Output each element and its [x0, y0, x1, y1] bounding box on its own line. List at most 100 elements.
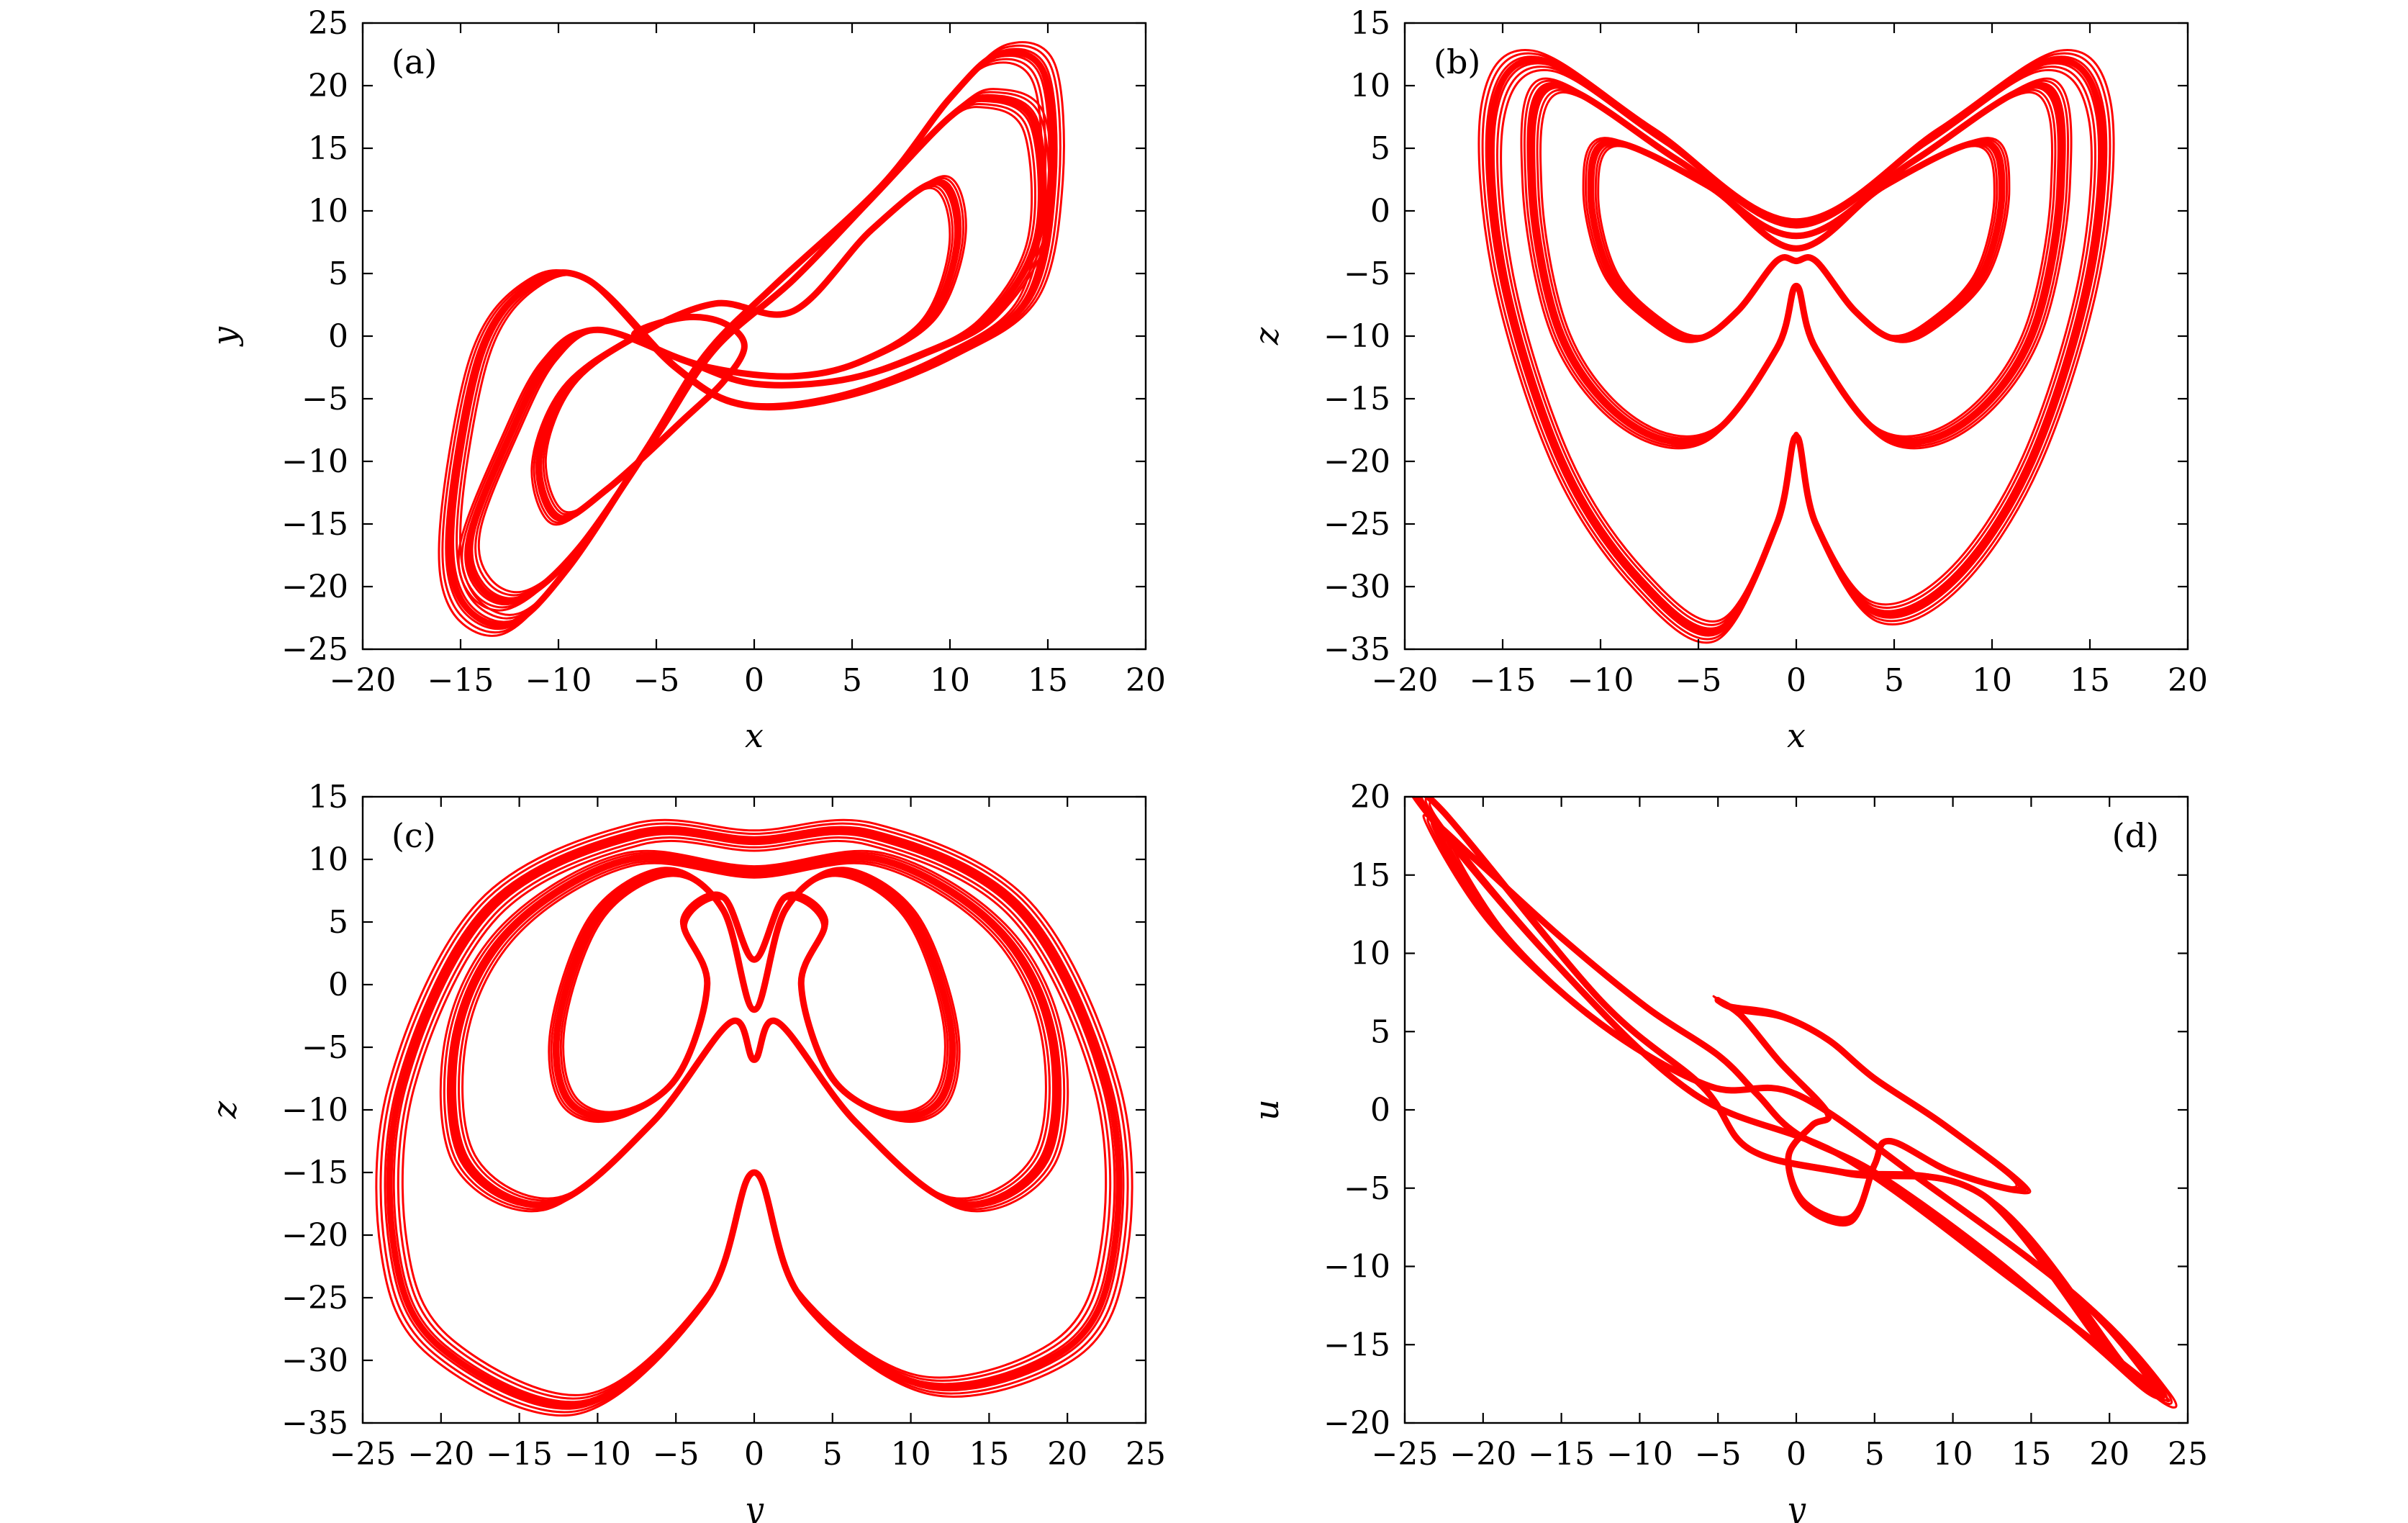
trajectory-series-2: [1500, 68, 2093, 623]
y-tick-label: −25: [281, 631, 348, 668]
trajectory-series-0: [559, 873, 949, 1115]
panel-label: (d): [2112, 816, 2159, 855]
trajectory-series-0: [1712, 995, 2032, 1226]
y-tick-label: −20: [281, 569, 348, 605]
y-tick-label: −15: [281, 1154, 348, 1191]
x-tick-label: 10: [1933, 1436, 1973, 1473]
x-tick-label: 0: [1786, 1436, 1806, 1473]
trajectory-series-0: [1597, 145, 1996, 338]
trajectory-series-2: [1429, 800, 2142, 1381]
trajectory-series-0: [1592, 142, 2001, 340]
trajectory-series-2: [392, 833, 1116, 1404]
y-tick-label: 5: [1370, 130, 1390, 167]
x-tick-label: −5: [633, 662, 680, 699]
y-tick-label: −5: [1344, 1170, 1390, 1207]
y-tick-label: 5: [1370, 1013, 1390, 1050]
x-tick-label: 20: [1047, 1436, 1087, 1473]
trajectory-series-0: [553, 868, 956, 1121]
y-tick-label: 15: [1350, 5, 1390, 42]
trajectory-series-2: [1477, 48, 2115, 644]
panel-c: −25 −20 −15 −10 −5 0 5 10 15 20 25−35−30−25−20−15−…: [205, 779, 1166, 1523]
trajectory-series-0: [535, 178, 962, 522]
x-tick-label: 25: [2168, 1436, 2208, 1473]
x-tick-label: −15: [1528, 1436, 1595, 1473]
x-tick-label: 15: [969, 1436, 1009, 1473]
trajectory-series-0: [552, 869, 956, 1120]
x-tick-label: 15: [2070, 662, 2110, 699]
y-tick-label: −30: [281, 1342, 348, 1379]
y-tick-label: 5: [328, 904, 348, 941]
y-tick-label: 10: [308, 841, 348, 878]
panel-a: −20 −15 −10 −5 0 5 10 15 20−25−20−15−10−50510152…: [205, 5, 1166, 755]
panel-label: (b): [1434, 42, 1480, 81]
trajectory-group: [1477, 48, 2115, 644]
y-axis-label: y: [205, 326, 244, 347]
trajectory-series-0: [1721, 1003, 2018, 1219]
x-tick-label: 15: [1028, 662, 1068, 699]
x-tick-label: −10: [525, 662, 592, 699]
trajectory-series-1: [458, 860, 1051, 1202]
y-tick-label: −20: [1323, 1405, 1390, 1442]
y-tick-label: 0: [1370, 193, 1390, 230]
y-tick-label: 10: [308, 193, 348, 230]
trajectory-series-0: [1594, 143, 1999, 338]
x-tick-label: 0: [744, 1436, 764, 1473]
x-tick-label: 5: [842, 662, 862, 699]
y-tick-label: −15: [281, 506, 348, 543]
y-tick-label: −25: [1323, 506, 1390, 543]
trajectory-series-2: [1486, 56, 2106, 636]
y-tick-label: 15: [308, 779, 348, 815]
trajectory-series-0: [544, 186, 951, 514]
y-tick-label: −30: [1323, 569, 1390, 605]
x-tick-label: −10: [564, 1436, 631, 1473]
plot-frame: [1403, 795, 2189, 1424]
x-tick-label: −25: [330, 1436, 397, 1473]
y-tick-label: −5: [1344, 256, 1390, 292]
y-tick-label: 20: [308, 68, 348, 104]
y-tick-label: −20: [281, 1217, 348, 1254]
trajectory-series-0: [530, 175, 967, 526]
trajectory-series-0: [1587, 138, 2006, 343]
y-tick-label: −35: [281, 1405, 348, 1442]
trajectory-group: [1411, 797, 2178, 1409]
x-tick-label: 0: [744, 662, 764, 699]
x-tick-label: −20: [1372, 662, 1439, 699]
x-tick-label: −10: [1606, 1436, 1673, 1473]
trajectory-series-2: [1485, 55, 2108, 637]
y-tick-label: 0: [328, 318, 348, 355]
panel-d: −25 −20 −15 −10 −5 0 5 10 15 20 25−20−15−10−505101…: [1247, 779, 2208, 1523]
y-tick-label: 25: [308, 5, 348, 42]
plot-frame: [361, 795, 1147, 1424]
y-tick-label: −15: [1323, 1327, 1390, 1363]
x-tick-label: 20: [1126, 662, 1166, 699]
y-tick-label: −10: [1323, 1249, 1390, 1285]
trajectory-series-2: [1496, 65, 2096, 626]
x-tick-label: 10: [930, 662, 970, 699]
trajectory-series-0: [533, 176, 965, 524]
y-tick-label: 10: [1350, 936, 1390, 972]
x-tick-label: −15: [1470, 662, 1536, 699]
x-tick-label: −5: [1695, 1436, 1742, 1473]
x-tick-label: −10: [1567, 662, 1634, 699]
trajectory-series-2: [1481, 52, 2111, 641]
x-tick-label: 20: [2168, 662, 2208, 699]
x-tick-label: 0: [1786, 662, 1806, 699]
trajectory-series-1: [461, 862, 1047, 1200]
panel-b: −20 −15 −10 −5 0 5 10 15 20 −35 −30 −25 −20 −15 −10 −5 0…: [1247, 5, 2208, 755]
y-tick-label: −5: [302, 1029, 348, 1066]
trajectory-series-0: [562, 875, 946, 1113]
x-axis-label: x: [745, 716, 764, 755]
x-tick-label: −5: [1675, 662, 1722, 699]
trajectory-series-2: [401, 839, 1108, 1396]
x-tick-label: 5: [1884, 662, 1904, 699]
y-tick-label: 15: [1350, 857, 1390, 894]
y-tick-label: −25: [281, 1280, 348, 1316]
y-tick-label: −15: [1323, 381, 1390, 417]
x-tick-label: −5: [653, 1436, 700, 1473]
x-tick-label: 10: [1972, 662, 2012, 699]
x-tick-label: 5: [823, 1436, 843, 1473]
x-axis-label: y: [1785, 1490, 1806, 1523]
y-tick-label: 15: [308, 130, 348, 167]
trajectory-group: [375, 818, 1133, 1416]
